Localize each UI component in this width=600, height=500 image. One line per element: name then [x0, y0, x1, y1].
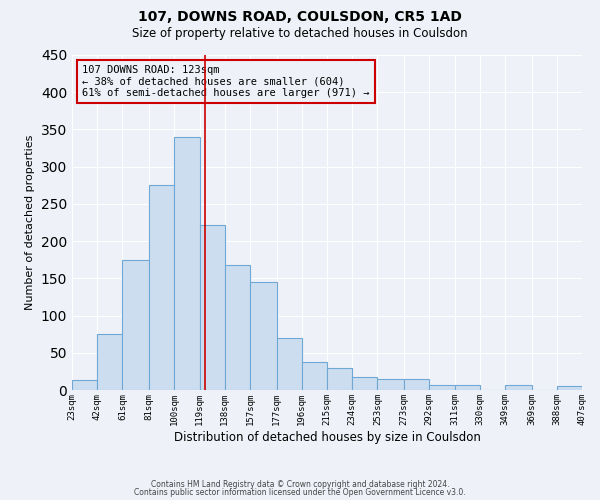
- Text: 107, DOWNS ROAD, COULSDON, CR5 1AD: 107, DOWNS ROAD, COULSDON, CR5 1AD: [138, 10, 462, 24]
- Bar: [122, 260, 149, 390]
- Bar: [377, 379, 404, 390]
- Text: Contains public sector information licensed under the Open Government Licence v3: Contains public sector information licen…: [134, 488, 466, 497]
- Bar: [429, 385, 455, 390]
- Bar: [505, 385, 532, 390]
- Bar: [302, 362, 327, 390]
- Bar: [149, 186, 174, 390]
- Bar: [327, 368, 352, 390]
- Bar: [557, 386, 582, 390]
- Bar: [277, 338, 302, 390]
- Bar: [199, 224, 225, 390]
- Bar: [225, 265, 250, 390]
- Bar: [250, 282, 277, 390]
- Text: Contains HM Land Registry data © Crown copyright and database right 2024.: Contains HM Land Registry data © Crown c…: [151, 480, 449, 489]
- X-axis label: Distribution of detached houses by size in Coulsdon: Distribution of detached houses by size …: [173, 430, 481, 444]
- Bar: [455, 385, 480, 390]
- Bar: [72, 380, 97, 390]
- Text: 107 DOWNS ROAD: 123sqm
← 38% of detached houses are smaller (604)
61% of semi-de: 107 DOWNS ROAD: 123sqm ← 38% of detached…: [82, 65, 370, 98]
- Y-axis label: Number of detached properties: Number of detached properties: [25, 135, 35, 310]
- Bar: [352, 376, 377, 390]
- Bar: [404, 379, 429, 390]
- Bar: [97, 334, 122, 390]
- Bar: [174, 137, 199, 390]
- Text: Size of property relative to detached houses in Coulsdon: Size of property relative to detached ho…: [132, 28, 468, 40]
